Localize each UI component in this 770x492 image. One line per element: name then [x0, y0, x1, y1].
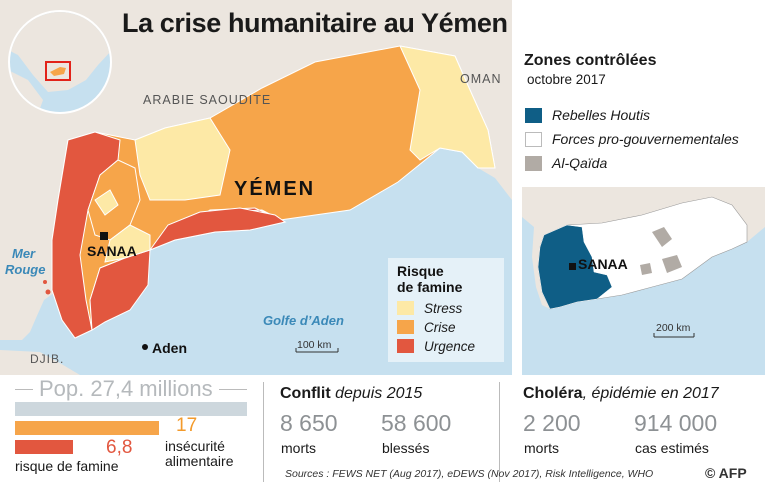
crise-label: Crise — [424, 319, 456, 335]
scale-label: 100 km — [297, 339, 332, 351]
alqaida-swatch — [525, 155, 542, 171]
houthis-swatch — [525, 107, 542, 123]
cholera-cas-label: cas estimés — [635, 440, 709, 456]
aden-marker — [142, 344, 148, 350]
label-aden: Aden — [152, 340, 187, 356]
insecurite-label-line1: insécurité — [165, 438, 225, 454]
conflit-heading-rest: depuis 2015 — [330, 385, 423, 402]
inset-label-sanaa: SANAA — [578, 256, 628, 272]
zones-legend-alqaida: Al-Qaïda — [525, 153, 607, 173]
famine-legend-item-urgence: Urgence — [397, 337, 475, 355]
control-inset-map — [522, 187, 765, 375]
yemen-region-stress-ibb — [104, 224, 151, 263]
yemen-region-stress-east — [399, 45, 496, 169]
insecurite-label: insécurité alimentaire — [165, 439, 233, 469]
crise-swatch — [397, 320, 414, 334]
label-rouge: Rouge — [5, 262, 46, 277]
insecurite-label-line2: alimentaire — [165, 453, 234, 469]
label-sanaa: SANAA — [87, 243, 137, 259]
yemen-region-urgence-abyan — [148, 207, 287, 252]
stress-label: Stress — [424, 300, 463, 316]
conflit-heading: Conflit depuis 2015 — [280, 385, 422, 403]
cholera-cas-value: 914 000 — [634, 410, 718, 436]
cholera-heading-rest: , épidémie en 2017 — [582, 385, 719, 402]
island — [45, 289, 51, 295]
locator-rect — [45, 61, 71, 81]
label-yemen: YÉMEN — [234, 178, 316, 200]
conflit-heading-bold: Conflit — [280, 385, 331, 402]
yemen-region-stress-sanaa — [94, 189, 119, 216]
stress-swatch — [397, 301, 414, 315]
label-djibouti: DJIB. — [30, 352, 65, 366]
label-mer: Mer — [12, 246, 36, 261]
globe-locator — [8, 10, 112, 114]
cholera-heading: Choléra, épidémie en 2017 — [523, 385, 719, 403]
conflit-blesses-label: blessés — [382, 440, 430, 456]
afp-credit: © AFP — [705, 465, 747, 481]
divider — [263, 382, 264, 482]
label-golfe-aden: Golfe d’Aden — [263, 313, 344, 328]
alqaida-label: Al-Qaïda — [552, 155, 608, 171]
famine-value: 6,8 — [106, 437, 133, 458]
pro-gov-label: Forces pro-gouvernementales — [552, 131, 739, 147]
zones-subtitle: octobre 2017 — [527, 72, 606, 87]
alqaida-area — [662, 255, 682, 273]
inset-scale-label: 200 km — [656, 322, 691, 334]
label-arabie-saoudite: ARABIE SAOUDITE — [143, 93, 272, 107]
yemen-region-stress-north — [134, 117, 231, 201]
urgence-label: Urgence — [424, 338, 476, 354]
djibouti-land — [0, 350, 80, 375]
cholera-heading-bold: Choléra — [523, 385, 583, 402]
divider — [499, 382, 500, 482]
population-bar — [15, 402, 247, 416]
conflit-morts-label: morts — [281, 440, 316, 456]
conflit-blesses-value: 58 600 — [381, 410, 452, 436]
urgence-swatch — [397, 339, 414, 353]
famine-legend-item-stress: Stress — [397, 299, 462, 317]
page-title: La crise humanitaire au Yémen — [122, 8, 508, 38]
famine-bar — [15, 440, 73, 454]
pro-gov-swatch — [525, 131, 542, 147]
cholera-morts-label: morts — [524, 440, 559, 456]
famine-legend-title: Risque de famine — [397, 263, 462, 295]
yemen-region-urgence-west — [51, 131, 121, 339]
population-label: Pop. 27,4 millions — [39, 376, 213, 401]
houthis-label: Rebelles Houtis — [552, 107, 651, 123]
island — [39, 265, 45, 271]
alqaida-area — [640, 263, 652, 275]
famine-legend-title-line2: de famine — [397, 279, 463, 295]
famine-label: risque de famine — [15, 458, 119, 474]
sanaa-marker — [100, 232, 108, 240]
label-oman: OMAN — [460, 72, 502, 86]
zones-title: Zones contrôlées — [524, 52, 657, 69]
zones-legend-pro-gov: Forces pro-gouvernementales — [525, 129, 739, 149]
population-header: Pop. 27,4 millions — [15, 376, 247, 401]
main-map — [0, 0, 512, 375]
zones-legend-houthis: Rebelles Houtis — [525, 105, 650, 125]
famine-legend-title-line1: Risque — [397, 263, 444, 279]
sources-text: Sources : FEWS NET (Aug 2017), eDEWS (No… — [285, 468, 654, 480]
cholera-morts-value: 2 200 — [523, 410, 581, 436]
insecurite-value: 17 — [176, 415, 198, 436]
alqaida-area — [652, 227, 672, 247]
famine-legend-item-crise: Crise — [397, 318, 456, 336]
conflit-morts-value: 8 650 — [280, 410, 338, 436]
insecurite-bar — [15, 421, 159, 435]
island — [43, 280, 47, 284]
